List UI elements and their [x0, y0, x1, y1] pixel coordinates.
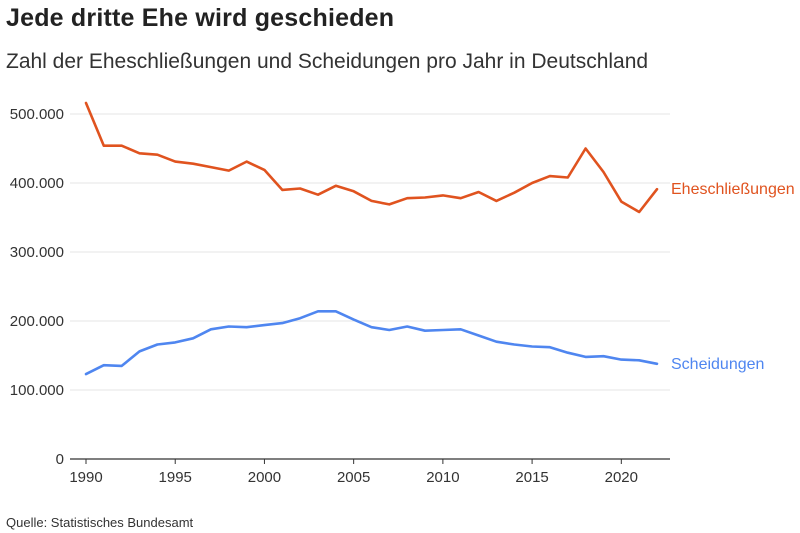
y-tick-label: 200.000 — [10, 313, 64, 330]
x-tick-label: 2020 — [605, 469, 638, 486]
x-tick-label: 2005 — [337, 469, 370, 486]
y-tick-label: 400.000 — [10, 175, 64, 192]
series-line-scheidungen — [84, 309, 659, 376]
chart-subtitle: Zahl der Eheschließungen und Scheidungen… — [6, 50, 649, 73]
x-tick-label: 2000 — [248, 469, 281, 486]
y-tick-label: 100.000 — [10, 382, 64, 399]
x-tick-label: 1995 — [159, 469, 192, 486]
x-axis: 1990 1995 2000 2005 2010 2015 2020 — [69, 458, 670, 486]
series-label-eheschliessungen: Eheschließungen — [671, 181, 795, 198]
source-note: Quelle: Statistisches Bundesamt — [6, 515, 194, 530]
x-tick-label: 2010 — [426, 469, 459, 486]
chart-title: Jede dritte Ehe wird geschieden — [6, 4, 395, 32]
series-label-scheidungen: Scheidungen — [671, 356, 764, 373]
series-lines — [84, 101, 659, 376]
y-tick-label: 300.000 — [10, 244, 64, 261]
series-labels: Eheschließungen Scheidungen — [671, 181, 795, 373]
y-tick-label: 0 — [56, 451, 64, 468]
y-axis-tick-labels: 0 100.000 200.000 300.000 400.000 500.000 — [10, 106, 64, 468]
x-tick-label: 2015 — [515, 469, 548, 486]
series-line-eheschliessungen — [84, 101, 659, 214]
y-tick-label: 500.000 — [10, 106, 64, 123]
x-tick-label: 1990 — [69, 469, 102, 486]
gridlines — [70, 113, 670, 391]
